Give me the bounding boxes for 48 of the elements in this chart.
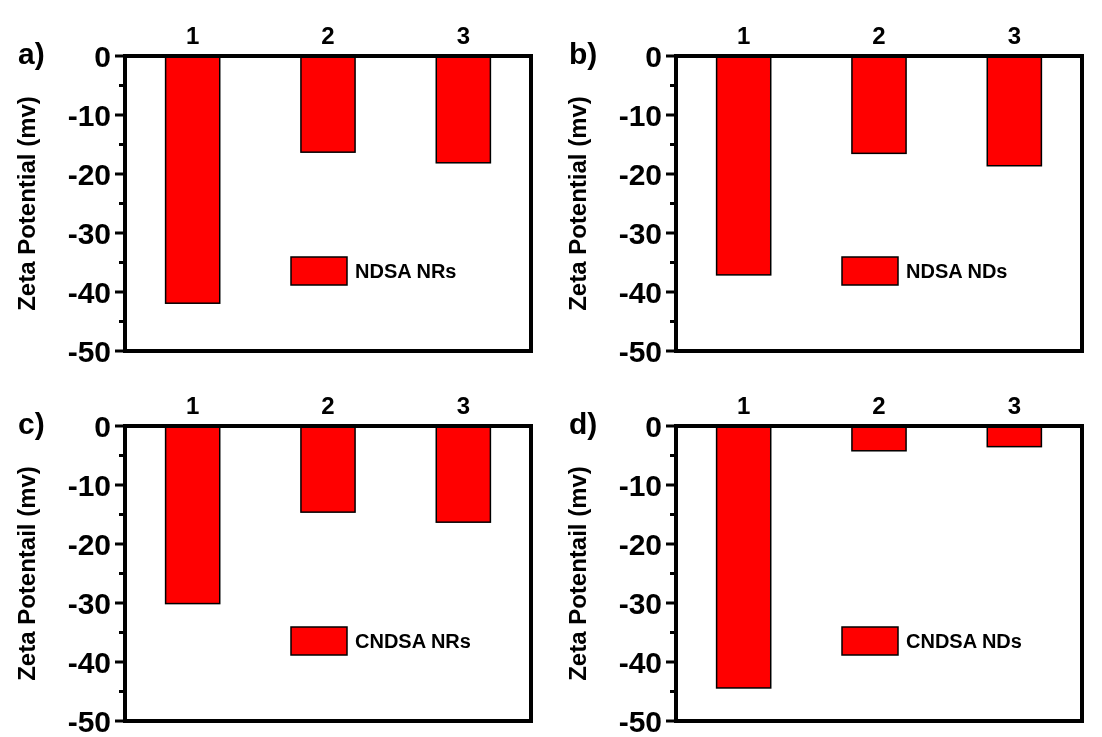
legend-label: NDSA NRs (355, 260, 457, 282)
legend-label: CNDSA NDs (906, 630, 1022, 652)
x-tick-label: 2 (872, 22, 886, 49)
y-tick-label: -20 (618, 157, 662, 191)
x-tick-label: 2 (321, 22, 335, 49)
x-tick-label: 2 (872, 392, 886, 419)
y-tick-label: -30 (67, 216, 111, 250)
y-tick-label: -40 (67, 645, 111, 679)
x-tick-label: 1 (185, 392, 200, 419)
y-tick-label: -30 (618, 586, 662, 620)
chart-title: a) (18, 37, 45, 70)
chart-title: d) (569, 407, 598, 440)
y-tick-label: -20 (67, 527, 111, 561)
y-tick-label: -40 (67, 275, 111, 309)
y-axis-title: Zeta Potentail (mv) (13, 466, 40, 681)
x-tick-label: 3 (456, 392, 471, 419)
y-tick-label: -10 (67, 468, 111, 502)
x-tick-label: 1 (185, 22, 200, 49)
x-tick-label: 3 (456, 22, 471, 49)
x-tick-label: 3 (1007, 392, 1022, 419)
y-tick-label: -30 (67, 586, 111, 620)
x-tick-label: 2 (321, 392, 335, 419)
y-tick-label: -10 (67, 98, 111, 132)
y-axis-title: Zeta Potentail (mv) (564, 466, 591, 681)
y-tick-label: -50 (618, 334, 662, 368)
y-tick-label: -10 (618, 98, 662, 132)
chart-title: c) (18, 407, 45, 440)
y-tick-label: -40 (618, 275, 662, 309)
y-tick-label: -50 (67, 704, 111, 737)
y-tick-label: -50 (67, 334, 111, 368)
x-tick-label: 1 (736, 22, 751, 49)
y-tick-label: -10 (618, 468, 662, 502)
y-axis-title: Zeta Potential (mv) (13, 96, 40, 311)
y-tick-label: 0 (94, 409, 111, 443)
y-tick-label: -50 (618, 704, 662, 737)
y-tick-label: -40 (618, 645, 662, 679)
x-tick-label: 3 (1007, 22, 1022, 49)
chart-title: b) (569, 37, 598, 70)
y-tick-label: 0 (645, 409, 662, 443)
legend-label: NDSA NDs (906, 260, 1008, 282)
y-axis-title: Zeta Potential (mv) (564, 96, 591, 311)
y-tick-label: -30 (618, 216, 662, 250)
legend-label: CNDSA NRs (355, 630, 471, 652)
y-tick-label: 0 (645, 39, 662, 73)
y-tick-label: -20 (618, 527, 662, 561)
y-tick-label: -20 (67, 157, 111, 191)
x-tick-label: 1 (736, 392, 751, 419)
y-tick-label: 0 (94, 39, 111, 73)
